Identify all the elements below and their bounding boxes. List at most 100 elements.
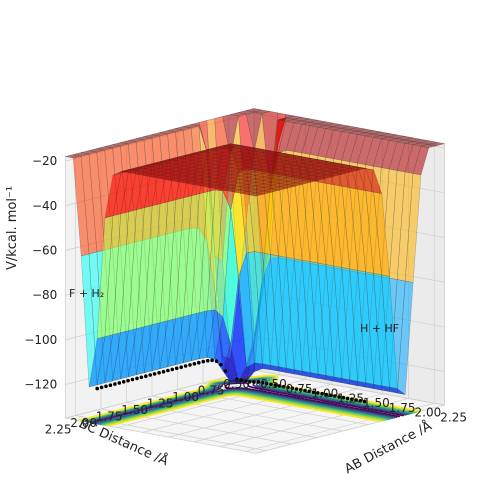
contour-segment bbox=[210, 398, 216, 401]
contour-segment bbox=[136, 416, 142, 420]
contour-segment bbox=[286, 400, 292, 404]
x-tick-label: 0.75 bbox=[286, 382, 313, 396]
contour-segment bbox=[314, 408, 319, 411]
contour-segment bbox=[330, 409, 335, 413]
contour-segment bbox=[152, 410, 157, 414]
contour-segment bbox=[259, 385, 264, 389]
contour-segment bbox=[406, 408, 411, 412]
contour-segment bbox=[332, 409, 337, 412]
contour-segment bbox=[77, 418, 83, 422]
contour-segment bbox=[166, 407, 172, 411]
contour-segment bbox=[352, 404, 357, 407]
contour-segment bbox=[355, 412, 360, 415]
contour-segment bbox=[371, 403, 376, 406]
contour-segment bbox=[202, 385, 207, 389]
trajectory-point bbox=[316, 391, 320, 395]
contour-segment bbox=[357, 413, 362, 417]
trajectory-point bbox=[252, 380, 256, 384]
contour-segment bbox=[174, 405, 180, 409]
contour-segment bbox=[206, 391, 211, 395]
contour-segment bbox=[263, 397, 269, 400]
trajectory-point bbox=[166, 368, 170, 373]
contour-segment bbox=[221, 383, 224, 387]
contour-segment bbox=[402, 413, 407, 416]
contour-segment bbox=[283, 392, 288, 395]
contour-segment bbox=[304, 396, 309, 399]
trajectory-point bbox=[197, 360, 201, 365]
contour-segment bbox=[189, 396, 195, 399]
contour-segment bbox=[410, 409, 415, 412]
contour-segment bbox=[208, 390, 213, 394]
contour-segment bbox=[117, 420, 122, 424]
contour-segment bbox=[317, 407, 323, 410]
contour-segment bbox=[107, 416, 113, 420]
contour-segment bbox=[268, 400, 273, 403]
contour-segment bbox=[269, 379, 273, 383]
contour-segment bbox=[214, 386, 217, 389]
contour-segment bbox=[366, 409, 371, 412]
contour-segment bbox=[269, 388, 274, 392]
trajectory-point bbox=[273, 383, 278, 387]
contour-segment bbox=[143, 412, 149, 416]
contour-segment bbox=[377, 417, 383, 420]
contour-segment bbox=[408, 408, 413, 411]
contour-segment bbox=[169, 408, 175, 412]
trajectory-point bbox=[183, 364, 188, 368]
contour-segment bbox=[311, 405, 317, 408]
contour-segment bbox=[162, 409, 168, 412]
contour-segment bbox=[260, 398, 265, 401]
contour-segment bbox=[300, 395, 305, 398]
contour-segment bbox=[266, 397, 271, 400]
contour-segment bbox=[249, 393, 254, 397]
contour-segment bbox=[339, 401, 345, 405]
contour-segment bbox=[301, 402, 306, 405]
contour-segment bbox=[187, 402, 192, 406]
contour-segment bbox=[316, 398, 322, 402]
contour-segment bbox=[256, 384, 261, 388]
contour-segment bbox=[317, 405, 323, 409]
contour-segment bbox=[301, 406, 307, 409]
contour-segment bbox=[264, 378, 268, 382]
contour-segment bbox=[364, 406, 370, 409]
contour-segment bbox=[351, 408, 356, 411]
contour-segment bbox=[334, 405, 340, 408]
contour-segment bbox=[209, 387, 213, 390]
contour-segment bbox=[120, 421, 125, 424]
contour-segment bbox=[337, 402, 342, 405]
contour-segment bbox=[367, 411, 373, 414]
contour-segment bbox=[376, 412, 381, 415]
contour-segment bbox=[86, 416, 91, 420]
contour-segment bbox=[242, 393, 248, 397]
contour-segment bbox=[388, 414, 394, 418]
contour-segment bbox=[383, 403, 388, 406]
contour-segment bbox=[131, 405, 136, 408]
trajectory-point bbox=[354, 398, 358, 402]
contour-segment bbox=[107, 422, 112, 425]
contour-segment bbox=[278, 399, 283, 402]
contour-segment bbox=[215, 390, 221, 393]
contour-segment bbox=[305, 399, 311, 402]
contour-segment bbox=[362, 408, 367, 412]
contour-segment bbox=[260, 384, 263, 387]
contour-segment bbox=[347, 407, 352, 410]
contour-segment bbox=[372, 419, 377, 422]
contour-segment bbox=[338, 413, 344, 416]
contour-segment bbox=[335, 401, 341, 404]
trajectory-point bbox=[303, 388, 307, 393]
contour-segment bbox=[272, 378, 275, 381]
contour-segment bbox=[111, 415, 117, 419]
contour-segment bbox=[337, 404, 342, 407]
contour-segment bbox=[177, 406, 183, 410]
contour-segment bbox=[297, 405, 302, 408]
contour-segment bbox=[387, 413, 392, 416]
contour-segment bbox=[142, 414, 147, 417]
contour-segment bbox=[199, 399, 204, 403]
contour-segment bbox=[259, 382, 261, 385]
contour-segment bbox=[397, 407, 403, 410]
contour-segment bbox=[348, 412, 354, 415]
contour-segment bbox=[136, 409, 141, 413]
surface-patch bbox=[247, 192, 264, 197]
contour-segment bbox=[256, 385, 259, 388]
contour-segment bbox=[387, 411, 392, 415]
contour-segment bbox=[183, 403, 188, 407]
